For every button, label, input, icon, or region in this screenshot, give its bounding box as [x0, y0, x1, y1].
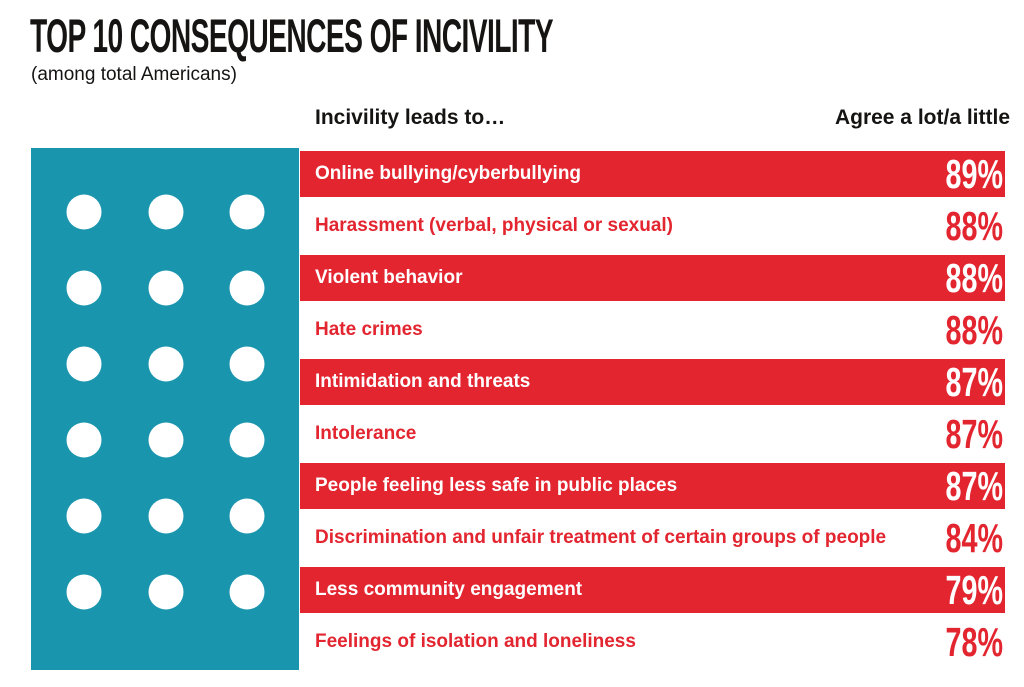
- page-subtitle: (among total Americans): [31, 64, 237, 85]
- row-label: Intolerance: [315, 423, 417, 444]
- row-label: Online bullying/cyberbullying: [315, 163, 582, 184]
- row-label: Violent behavior: [315, 267, 463, 288]
- row-label: Feelings of isolation and loneliness: [315, 631, 636, 652]
- row-label: Hate crimes: [315, 319, 423, 340]
- row-value: 84%: [945, 514, 1003, 561]
- table-row: Intolerance 87%: [300, 408, 1005, 460]
- consequences-table: Online bullying/cyberbullying 89% Harass…: [300, 148, 1005, 668]
- table-row: Harassment (verbal, physical or sexual) …: [300, 200, 1005, 252]
- row-value: 89%: [945, 150, 1003, 197]
- page-title: TOP 10 CONSEQUENCES OF INCIVILITY: [30, 9, 553, 62]
- dot-grid-decoration: [31, 148, 299, 670]
- table-row: Intimidation and threats 87%: [300, 356, 1005, 408]
- row-label: Less community engagement: [315, 579, 583, 600]
- dot-grid-icon: [66, 194, 265, 610]
- row-value: 87%: [945, 410, 1003, 457]
- row-value: 88%: [945, 254, 1003, 301]
- row-label: People feeling less safe in public place…: [315, 475, 678, 496]
- row-value: 87%: [945, 358, 1003, 405]
- row-label: Discrimination and unfair treatment of c…: [315, 527, 887, 548]
- table-row: Violent behavior 88%: [300, 252, 1005, 304]
- table-row: People feeling less safe in public place…: [300, 460, 1005, 512]
- column-header-consequences: Incivility leads to…: [315, 106, 506, 129]
- row-value: 88%: [945, 202, 1003, 249]
- table-row: Online bullying/cyberbullying 89%: [300, 148, 1005, 200]
- column-header-agreement: Agree a lot/a little: [834, 106, 1010, 129]
- table-row: Feelings of isolation and loneliness 78%: [300, 616, 1005, 668]
- table-row: Discrimination and unfair treatment of c…: [300, 512, 1005, 564]
- row-value: 87%: [945, 462, 1003, 509]
- row-value: 79%: [945, 566, 1003, 613]
- row-value: 78%: [945, 618, 1003, 665]
- table-row: Less community engagement 79%: [300, 564, 1005, 616]
- table-row: Hate crimes 88%: [300, 304, 1005, 356]
- row-label: Intimidation and threats: [315, 371, 531, 392]
- row-value: 88%: [945, 306, 1003, 353]
- row-label: Harassment (verbal, physical or sexual): [315, 215, 673, 236]
